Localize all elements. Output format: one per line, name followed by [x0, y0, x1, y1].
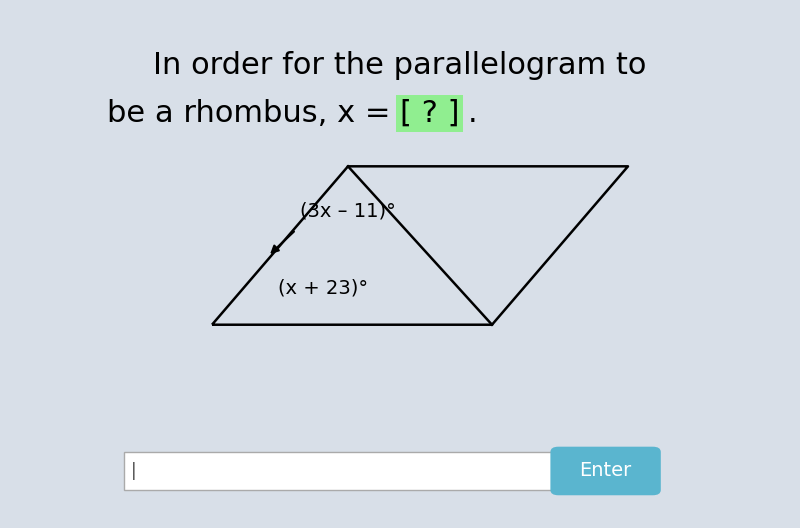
Text: .: .	[468, 99, 478, 128]
FancyBboxPatch shape	[124, 452, 552, 490]
Text: In order for the parallelogram to: In order for the parallelogram to	[154, 52, 646, 80]
Text: be a rhombus, x =: be a rhombus, x =	[106, 99, 400, 128]
Text: (3x – 11)°: (3x – 11)°	[300, 202, 396, 221]
Text: Enter: Enter	[579, 461, 632, 480]
Text: [ ? ]: [ ? ]	[400, 99, 459, 128]
FancyBboxPatch shape	[550, 447, 661, 495]
Text: (x + 23)°: (x + 23)°	[278, 278, 369, 297]
Text: |: |	[130, 462, 136, 480]
